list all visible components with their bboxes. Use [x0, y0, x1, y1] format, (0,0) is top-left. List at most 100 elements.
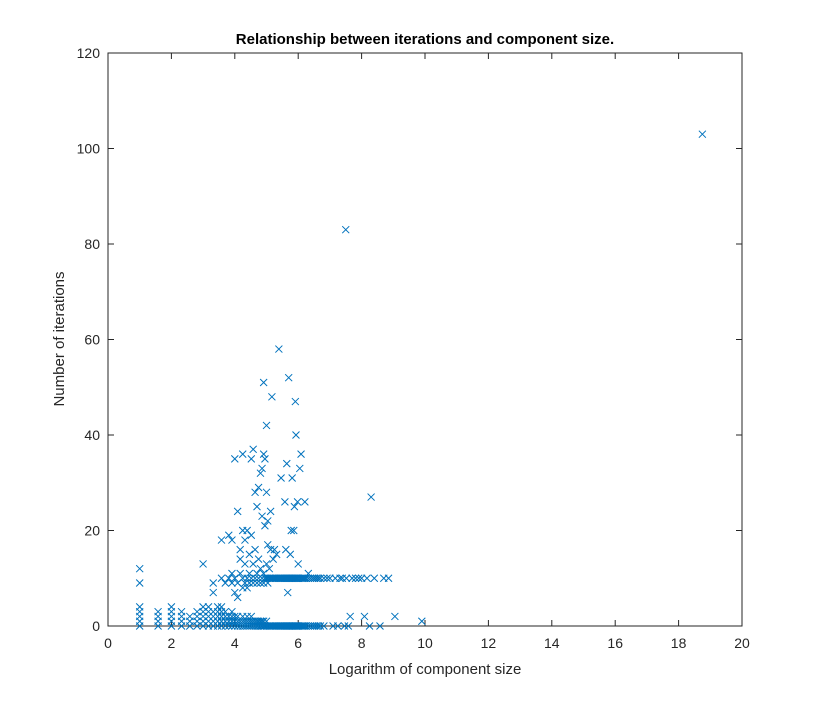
- data-point-x-marker: [298, 622, 307, 630]
- data-point-x-marker: [224, 574, 233, 583]
- data-point-x-marker: [308, 622, 317, 630]
- data-point-x-marker: [236, 545, 245, 554]
- data-point-x-marker: [243, 583, 252, 592]
- x-tick-label: 12: [481, 635, 497, 651]
- chart-title: Relationship between iterations and comp…: [236, 31, 614, 48]
- data-point-x-marker: [241, 560, 249, 568]
- data-point-x-marker: [340, 622, 349, 630]
- x-tick-label: 14: [544, 635, 560, 651]
- data-point-x-marker: [177, 607, 186, 616]
- data-point-x-marker: [270, 545, 279, 554]
- data-point-x-marker: [224, 531, 233, 540]
- data-point-x-marker: [228, 607, 236, 616]
- data-point-x-marker: [312, 622, 321, 630]
- y-tick-label: 20: [84, 523, 100, 539]
- data-point-x-marker: [348, 574, 356, 583]
- x-tick-label: 8: [358, 635, 366, 651]
- y-tick-label: 60: [84, 332, 100, 348]
- data-point-x-marker: [262, 421, 271, 430]
- data-point-x-marker: [266, 507, 275, 516]
- data-point-x-marker: [247, 531, 256, 540]
- data-point-x-marker: [360, 612, 369, 621]
- data-point-x-marker: [283, 588, 292, 597]
- data-point-x-marker: [295, 464, 304, 473]
- x-tick-label: 10: [417, 635, 433, 651]
- data-point-x-marker: [316, 574, 325, 583]
- data-point-x-marker: [391, 612, 399, 621]
- data-point-x-marker: [154, 607, 162, 616]
- y-tick-label: 40: [84, 427, 100, 443]
- data-point-x-marker: [217, 603, 226, 611]
- data-point-x-marker: [135, 579, 144, 587]
- data-point-x-marker: [346, 612, 355, 621]
- data-point-x-marker: [253, 502, 261, 511]
- data-point-x-marker: [290, 574, 299, 583]
- x-tick-label: 6: [294, 635, 302, 651]
- data-point-x-marker: [310, 622, 319, 630]
- data-point-x-marker: [263, 517, 272, 525]
- data-point-x-marker: [228, 579, 236, 587]
- data-point-x-marker: [370, 574, 379, 583]
- data-point-x-marker: [292, 431, 300, 439]
- data-point-x-marker: [245, 569, 254, 578]
- data-point-x-marker: [365, 622, 374, 630]
- data-point-x-marker: [247, 574, 256, 583]
- data-point-x-marker: [290, 622, 299, 630]
- data-point-x-marker: [351, 574, 360, 583]
- data-point-x-marker: [287, 526, 296, 535]
- data-point-x-marker: [236, 569, 245, 578]
- data-point-x-marker: [185, 612, 194, 621]
- data-point-x-marker: [268, 392, 276, 401]
- data-point-x-marker: [275, 345, 283, 353]
- data-point-x-marker: [272, 550, 281, 559]
- data-point-x-marker: [294, 560, 303, 568]
- data-point-x-marker: [224, 612, 233, 621]
- data-point-x-marker: [320, 622, 328, 630]
- data-point-x-marker: [256, 564, 265, 573]
- data-point-x-marker: [135, 603, 144, 611]
- data-point-x-marker: [228, 569, 236, 578]
- data-point-x-marker: [312, 574, 321, 583]
- data-point-x-marker: [277, 474, 285, 482]
- data-point-x-marker: [314, 574, 323, 583]
- data-point-x-marker: [367, 493, 375, 501]
- data-point-x-marker: [247, 455, 256, 463]
- x-tick-label: 18: [671, 635, 687, 651]
- data-point-x-marker: [286, 550, 295, 559]
- data-point-x-marker: [251, 488, 259, 497]
- data-point-x-marker: [298, 574, 307, 583]
- data-point-x-marker: [333, 622, 342, 630]
- data-point-x-marker: [266, 545, 275, 554]
- data-point-x-marker: [357, 574, 366, 583]
- data-point-x-marker: [363, 574, 371, 583]
- data-point-x-marker: [297, 450, 305, 458]
- y-axis-ticks: 0 20 40 60 80 100 120: [77, 45, 742, 634]
- data-point-x-marker: [238, 450, 247, 458]
- y-tick-label: 0: [92, 618, 100, 634]
- data-point-x-marker: [199, 560, 207, 568]
- data-point-x-marker: [258, 512, 266, 521]
- data-point-x-marker: [384, 574, 393, 583]
- data-point-x-marker: [241, 536, 249, 544]
- data-point-x-marker: [209, 579, 218, 587]
- data-point-x-marker: [281, 497, 289, 506]
- data-point-x-marker: [258, 464, 266, 473]
- data-point-x-marker: [221, 579, 230, 587]
- data-point-x-marker: [341, 225, 350, 234]
- data-point-x-marker: [230, 588, 239, 597]
- data-point-x-marker: [251, 545, 259, 554]
- data-point-x-marker: [230, 455, 239, 463]
- data-point-x-marker: [228, 536, 236, 544]
- data-point-x-marker: [221, 607, 230, 616]
- data-point-x-marker: [269, 555, 278, 564]
- data-point-x-marker: [326, 574, 334, 583]
- data-point-x-marker: [256, 469, 265, 478]
- data-point-x-marker: [245, 579, 254, 587]
- data-point-x-marker: [291, 397, 300, 406]
- data-point-x-marker: [284, 373, 293, 382]
- data-point-x-marker: [323, 574, 331, 583]
- data-point-x-marker: [245, 550, 254, 559]
- data-point-x-marker: [135, 564, 144, 573]
- x-tick-label: 4: [231, 635, 239, 651]
- data-point-x-marker: [262, 560, 271, 568]
